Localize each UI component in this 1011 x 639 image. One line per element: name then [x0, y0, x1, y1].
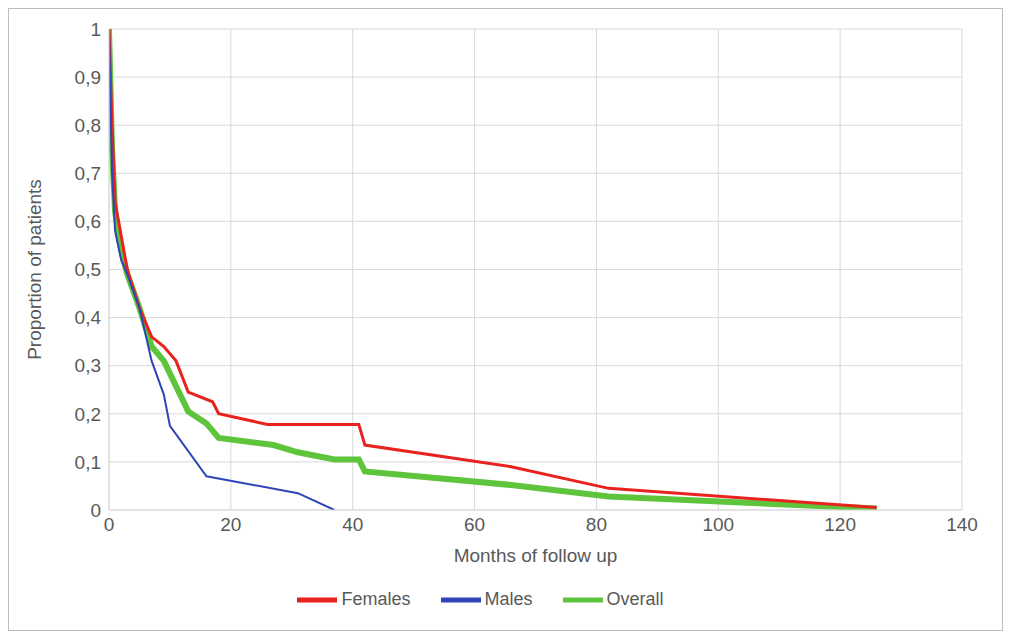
html-text:Males: Males: [484, 588, 533, 609]
svg-text:0,3: 0,3: [75, 355, 101, 376]
svg-text:0: 0: [104, 514, 115, 535]
svg-text:0,2: 0,2: [75, 404, 101, 425]
html-text:Overall: Overall: [606, 588, 664, 609]
svg-text:140: 140: [946, 514, 978, 535]
svg-text:0,7: 0,7: [75, 163, 101, 184]
svg-text:Months of follow up: Months of follow up: [454, 545, 618, 566]
svg-text:120: 120: [824, 514, 856, 535]
svg-text:Proportion of patients: Proportion of patients: [24, 179, 45, 360]
svg-text:40: 40: [342, 514, 363, 535]
svg-text:60: 60: [464, 514, 485, 535]
html-text:Females: Females: [341, 588, 411, 609]
svg-text:0: 0: [90, 500, 101, 521]
svg-text:1: 1: [90, 19, 101, 40]
svg-text:0,8: 0,8: [75, 115, 101, 136]
svg-text:0,1: 0,1: [75, 452, 101, 473]
svg-text:0,9: 0,9: [75, 67, 101, 88]
svg-text:0,5: 0,5: [75, 259, 101, 280]
svg-text:100: 100: [702, 514, 734, 535]
svg-text:0,4: 0,4: [75, 307, 102, 328]
svg-text:0,6: 0,6: [75, 211, 101, 232]
svg-text:80: 80: [586, 514, 607, 535]
svg-text:20: 20: [220, 514, 241, 535]
